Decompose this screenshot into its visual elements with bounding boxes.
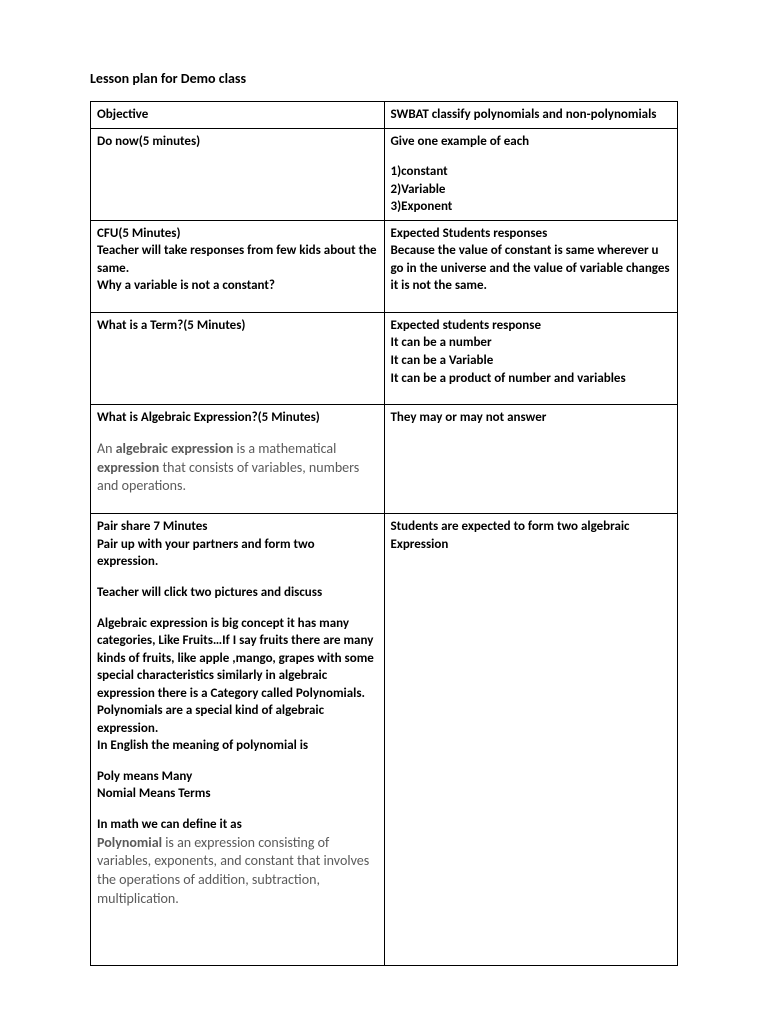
page-title: Lesson plan for Demo class — [90, 70, 678, 87]
text-line — [97, 295, 378, 308]
lesson-plan-table: Objective SWBAT classify polynomials and … — [90, 101, 678, 966]
text-line: Because the value of constant is same wh… — [391, 242, 672, 295]
table-row: What is a Term?(5 Minutes) Expected stude… — [91, 312, 678, 404]
table-row: What is Algebraic Expression?(5 Minutes)… — [91, 405, 678, 514]
table-row: Pair share 7 MinutesPair up with your pa… — [91, 514, 678, 966]
text-line: 3)Exponent — [391, 198, 672, 216]
text-line: What is a Term?(5 Minutes) — [97, 317, 378, 335]
text-line: Expected students response — [391, 317, 672, 335]
text-line: Nomial Means Terms — [97, 785, 378, 803]
text-line: In math we can define it as — [97, 816, 378, 834]
text-line: It can be a Variable — [391, 352, 672, 370]
text-line: Students are expected to form two algebr… — [391, 518, 672, 553]
text-line: Teacher will click two pictures and disc… — [97, 584, 378, 602]
cell-right: Students are expected to form two algebr… — [384, 514, 678, 966]
text-line: 2)Variable — [391, 181, 672, 199]
text-line — [97, 602, 378, 615]
polynomial-definition: Polynomial is an expression consisting o… — [97, 834, 378, 910]
text-line — [97, 755, 378, 768]
text-line: Do now(5 minutes) — [97, 133, 378, 151]
text-line: Why a variable is not a constant? — [97, 277, 378, 295]
cell-right: SWBAT classify polynomials and non-polyn… — [384, 102, 678, 129]
text-line: Pair up with your partners and form two … — [97, 536, 378, 571]
cell-right: Give one example of each 1)constant2)Var… — [384, 128, 678, 220]
text-line: Teacher will take responses from few kid… — [97, 242, 378, 277]
cell-left: Objective — [91, 102, 385, 129]
text-line: CFU(5 Minutes) — [97, 225, 378, 243]
cell-right: They may or may not answer — [384, 405, 678, 514]
text-line: What is Algebraic Expression?(5 Minutes) — [97, 409, 378, 427]
text-line: They may or may not answer — [391, 409, 672, 427]
definition-text: An algebraic expression is a mathematica… — [97, 440, 378, 497]
text-line: 1)constant — [391, 163, 672, 181]
text-line — [97, 571, 378, 584]
cell-left: CFU(5 Minutes)Teacher will take response… — [91, 220, 385, 312]
text-line — [391, 150, 672, 163]
table-row: Do now(5 minutes) Give one example of eac… — [91, 128, 678, 220]
cell-right: Expected Students responsesBecause the v… — [384, 220, 678, 312]
cell-left: Pair share 7 MinutesPair up with your pa… — [91, 514, 385, 966]
text-line — [97, 427, 378, 440]
cell-left: What is Algebraic Expression?(5 Minutes)… — [91, 405, 385, 514]
text-line: SWBAT classify polynomials and non-polyn… — [391, 106, 672, 124]
text-line — [97, 803, 378, 816]
text-line: Expected Students responses — [391, 225, 672, 243]
text-line: Objective — [97, 106, 378, 124]
text-line: Algebraic expression is big concept it h… — [97, 615, 378, 703]
text-line: Polynomials are a special kind of algebr… — [97, 702, 378, 737]
text-line: In English the meaning of polynomial is — [97, 737, 378, 755]
text-line: It can be a number — [391, 334, 672, 352]
text-line: Poly means Many — [97, 768, 378, 786]
cell-left: What is a Term?(5 Minutes) — [91, 312, 385, 404]
text-line: Pair share 7 Minutes — [97, 518, 378, 536]
table-row: Objective SWBAT classify polynomials and … — [91, 102, 678, 129]
text-line: It can be a product of number and variab… — [391, 370, 672, 388]
cell-left: Do now(5 minutes) — [91, 128, 385, 220]
table-row: CFU(5 Minutes)Teacher will take response… — [91, 220, 678, 312]
cell-right: Expected students responseIt can be a nu… — [384, 312, 678, 404]
text-line: Give one example of each — [391, 133, 672, 151]
text-line — [391, 387, 672, 400]
